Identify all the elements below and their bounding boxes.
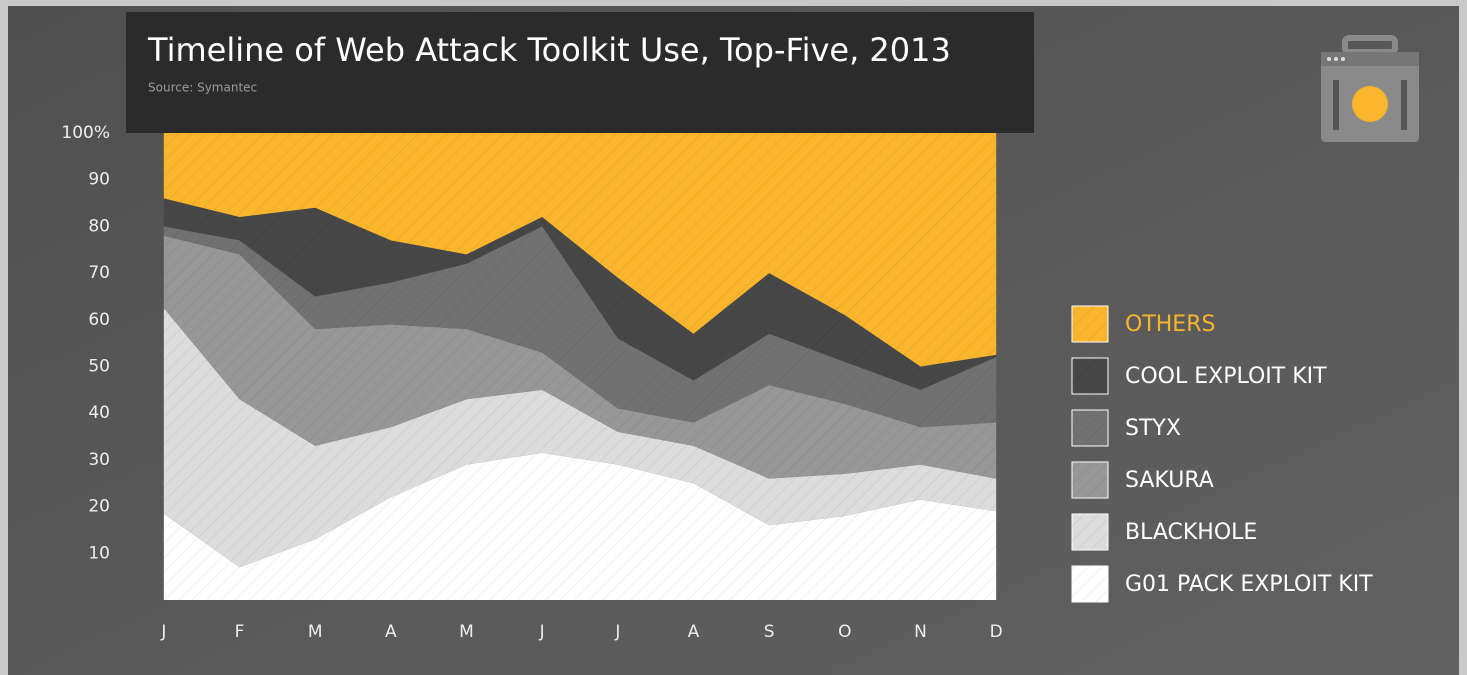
x-tick-label: J — [539, 622, 545, 642]
x-tick-label: N — [914, 622, 927, 642]
x-tick-label: F — [235, 622, 245, 642]
x-tick-label: O — [838, 622, 851, 642]
area-hatch — [163, 452, 997, 600]
x-tick-label: J — [614, 622, 620, 642]
legend-swatch-hatch — [1072, 410, 1108, 446]
y-tick-label: 60 — [88, 310, 110, 330]
legend-label: G01 PACK EXPLOIT KIT — [1125, 572, 1373, 597]
area-hatch — [163, 226, 997, 428]
x-tick-label: J — [160, 622, 166, 642]
x-tick-label: D — [990, 622, 1003, 642]
area-hatch — [163, 308, 997, 568]
chart-subtitle: Source: Symantec — [148, 81, 257, 95]
y-tick-label: 100% — [61, 123, 110, 143]
area-hatch — [163, 235, 997, 479]
x-tick-label: A — [688, 622, 700, 642]
legend-label: BLACKHOLE — [1125, 520, 1257, 545]
y-tick-label: 30 — [88, 450, 110, 470]
y-tick-label: 20 — [88, 497, 110, 517]
legend-swatch-hatch — [1072, 514, 1108, 550]
y-tick-label: 70 — [88, 263, 110, 283]
area-hatch — [163, 198, 997, 390]
legend-label: SAKURA — [1125, 468, 1214, 493]
x-tick-label: A — [385, 622, 397, 642]
legend-swatch-hatch — [1072, 358, 1108, 394]
x-tick-label: S — [764, 622, 775, 642]
legend-label: COOL EXPLOIT KIT — [1125, 364, 1327, 389]
x-tick-label: M — [459, 622, 474, 642]
legend-swatch-hatch — [1072, 306, 1108, 342]
area-hatch — [163, 133, 997, 367]
y-tick-label: 90 — [88, 170, 110, 190]
header — [126, 12, 1034, 133]
y-tick-label: 40 — [88, 403, 110, 423]
chart-title: Timeline of Web Attack Toolkit Use, Top-… — [147, 31, 951, 69]
x-tick-label: M — [308, 622, 323, 642]
legend-swatch-hatch — [1072, 566, 1108, 602]
y-tick-label: 80 — [88, 216, 110, 236]
legend-label: STYX — [1125, 416, 1181, 441]
y-tick-label: 10 — [88, 543, 110, 563]
legend-label: OTHERS — [1125, 312, 1215, 337]
toolbox-icon — [1321, 35, 1419, 142]
y-tick-label: 50 — [88, 357, 110, 377]
legend-swatch-hatch — [1072, 462, 1108, 498]
